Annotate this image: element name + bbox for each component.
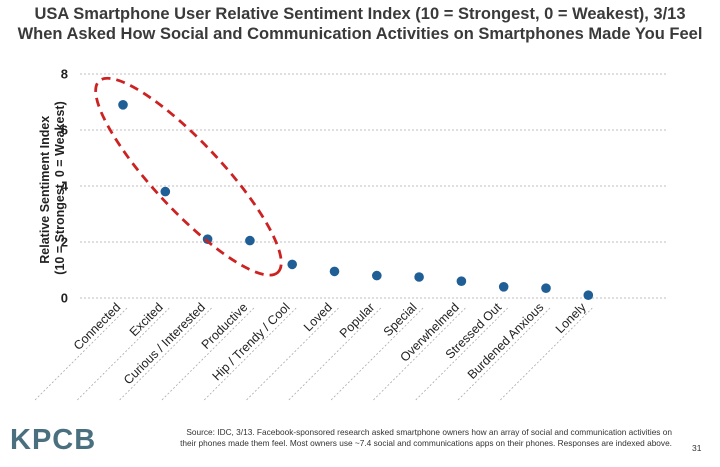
- title-line-2: When Asked How Social and Communication …: [17, 25, 703, 43]
- data-points: [118, 100, 594, 301]
- data-point-popular: [372, 270, 382, 281]
- y-tick-label: 6: [61, 123, 68, 138]
- data-point-lonely: [583, 290, 594, 301]
- y-tick-labels: 0 2 4 6 8: [61, 67, 69, 306]
- title-line-1: USA Smartphone User Relative Sentiment I…: [34, 5, 686, 23]
- x-tick-label: Popular: [337, 300, 377, 340]
- y-tick-label: 0: [61, 291, 68, 306]
- x-tick-label: Lonely: [553, 300, 589, 336]
- data-point-hip-trendy-cool: [287, 259, 298, 270]
- x-tick-leader: [161, 307, 255, 401]
- y-tick-label: 2: [61, 235, 68, 250]
- x-tick-label: Hip / Trendy / Cool: [210, 300, 293, 383]
- y-tick-label: 8: [61, 67, 68, 82]
- x-tick-label: Special: [381, 300, 420, 339]
- gridlines: [80, 73, 668, 299]
- x-tick-label: Loved: [301, 300, 335, 334]
- y-axis-label: Relative Sentiment Index (10 = Strongest…: [38, 101, 67, 274]
- data-point-stressed-out: [498, 282, 509, 292]
- x-tick-label: Curious / Interested: [121, 300, 208, 387]
- x-tick-leader: [457, 307, 551, 401]
- x-tick-leader: [288, 307, 382, 401]
- data-point-special: [414, 272, 424, 282]
- x-tick-label: Excited: [127, 300, 166, 339]
- source-note: Source: IDC, 3/13. Facebook-sponsored re…: [180, 427, 672, 448]
- x-tick-label: Connected: [71, 300, 124, 353]
- data-point-excited: [160, 186, 171, 197]
- page-number: 31: [692, 443, 702, 453]
- x-tick-leader: [119, 307, 212, 401]
- x-tick-leader: [373, 307, 466, 401]
- y-axis-label-line-1: Relative Sentiment Index: [38, 116, 52, 264]
- y-axis-label-line-2: (10 = Strongest, 0 = Weakest): [53, 101, 67, 274]
- y-tick-label: 4: [61, 179, 69, 194]
- data-point-burdened-anxious: [541, 283, 551, 294]
- data-point-loved: [329, 266, 340, 277]
- x-tick-leader: [246, 307, 339, 401]
- x-tick-leader: [330, 307, 424, 401]
- data-point-overwhelmed: [456, 276, 467, 287]
- kpcb-logo: KPCB: [10, 424, 97, 456]
- x-tick-0: Connected: [34, 300, 128, 401]
- x-tick-leader: [415, 307, 508, 401]
- x-tick-leader: [77, 307, 170, 401]
- x-tick-leader: [203, 307, 297, 401]
- highlight-group: [94, 76, 283, 277]
- data-point-productive: [245, 235, 255, 246]
- data-point-connected: [118, 100, 128, 110]
- x-tick-leader: [500, 307, 593, 401]
- chart-title: USA Smartphone User Relative Sentiment I…: [0, 4, 720, 44]
- x-tick-label: Burdened Anxious: [465, 300, 547, 382]
- highlight-ellipse: [94, 76, 283, 277]
- x-tick-leader: [34, 307, 128, 401]
